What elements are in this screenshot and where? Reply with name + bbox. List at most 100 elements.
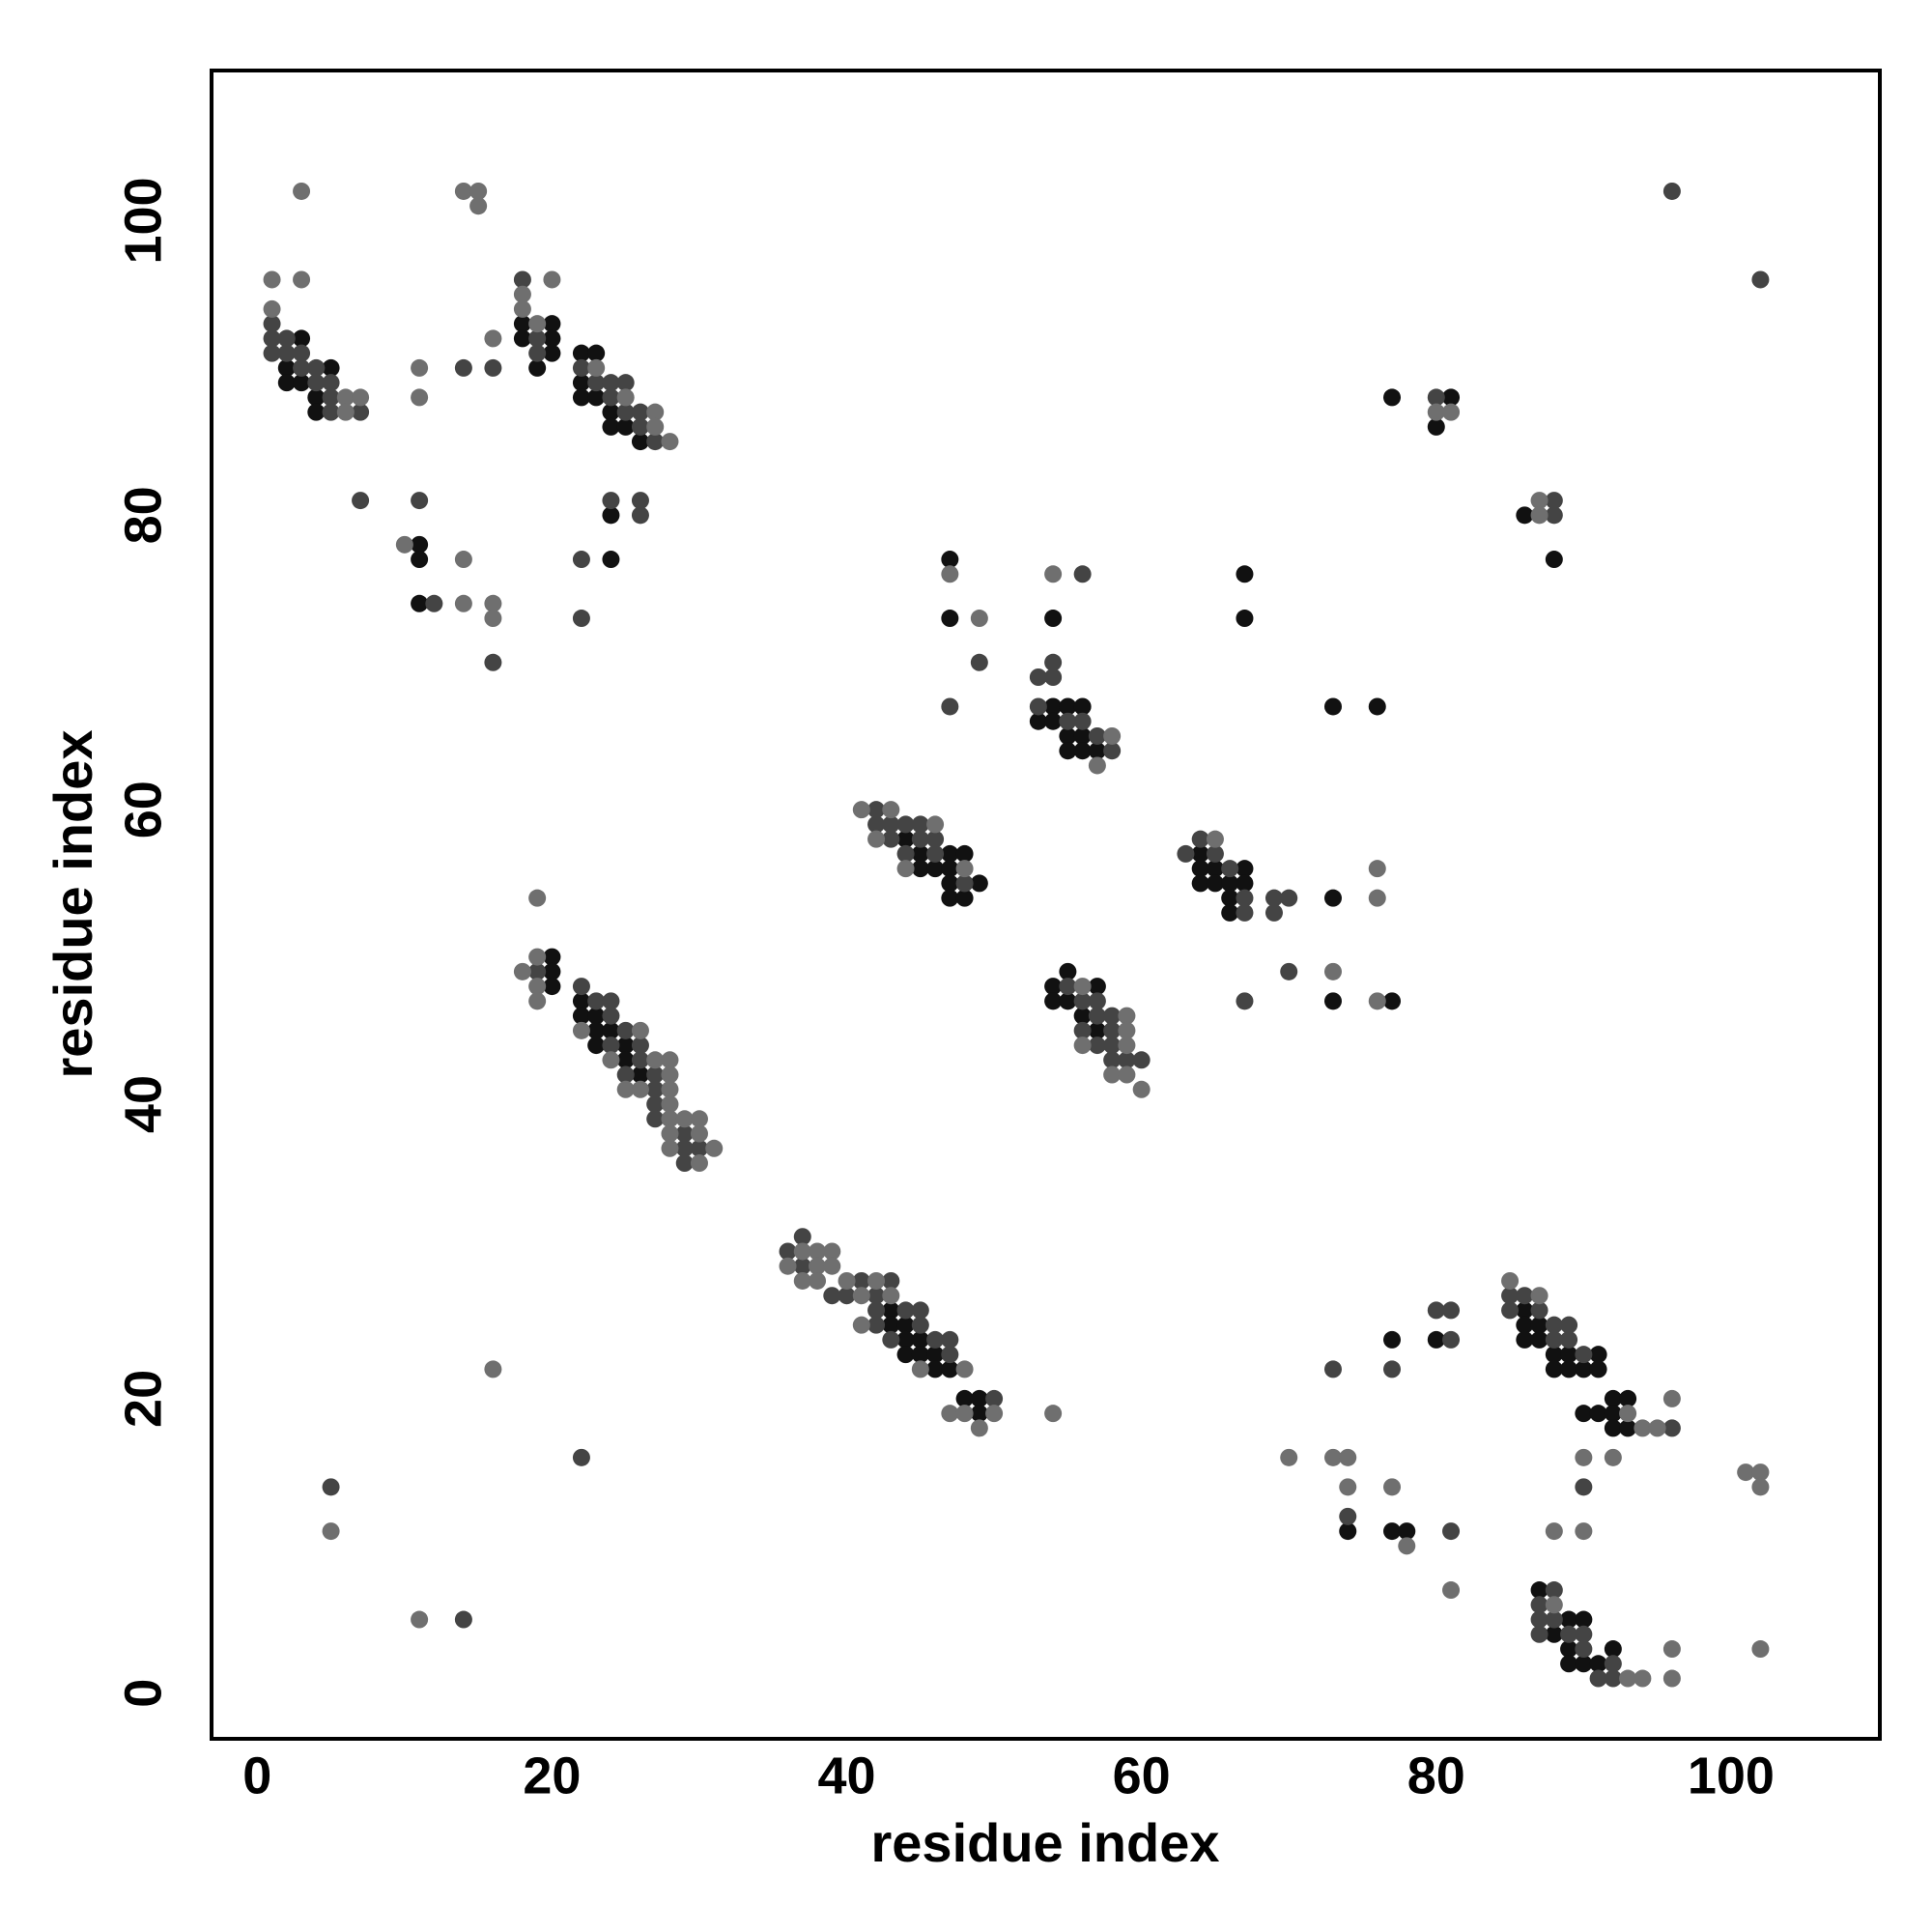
point	[823, 1257, 841, 1275]
y-tick-label: 0	[114, 1679, 172, 1708]
point	[661, 1095, 679, 1114]
point	[1368, 697, 1386, 716]
point	[1118, 1051, 1136, 1069]
point	[425, 594, 443, 612]
point	[970, 1405, 988, 1423]
point	[587, 1007, 606, 1025]
point	[1088, 1037, 1106, 1055]
point	[1280, 962, 1298, 980]
point	[616, 388, 635, 407]
point	[1118, 1021, 1136, 1039]
point	[513, 329, 531, 348]
point	[411, 535, 429, 554]
point	[779, 1242, 797, 1261]
point	[867, 1301, 886, 1320]
point	[1751, 270, 1770, 289]
point	[646, 1051, 665, 1069]
point	[1073, 565, 1092, 583]
point	[1442, 1301, 1461, 1320]
point	[263, 270, 281, 289]
point	[1206, 860, 1224, 878]
point	[911, 815, 929, 834]
point	[587, 344, 606, 362]
point	[1059, 962, 1077, 980]
point	[587, 1037, 606, 1055]
point	[602, 374, 620, 392]
point	[1103, 1037, 1122, 1055]
point	[661, 1110, 679, 1128]
point	[1103, 742, 1122, 760]
point	[1604, 1405, 1622, 1423]
point	[1118, 1007, 1136, 1025]
point	[1088, 756, 1106, 775]
point	[1323, 962, 1342, 980]
y-tick-label: 20	[114, 1370, 172, 1428]
point	[411, 594, 429, 612]
point	[955, 889, 974, 907]
point	[1339, 1507, 1357, 1525]
point	[955, 874, 974, 893]
point	[1236, 889, 1254, 907]
point	[484, 653, 502, 671]
point	[1501, 1287, 1520, 1305]
point	[1103, 1051, 1122, 1069]
point	[1103, 1007, 1122, 1025]
point	[454, 182, 472, 200]
point	[823, 1287, 841, 1305]
point	[528, 992, 547, 1010]
point	[1545, 506, 1563, 525]
point	[1118, 1037, 1136, 1055]
point	[528, 889, 547, 907]
point	[838, 1287, 856, 1305]
point	[469, 197, 488, 215]
point	[941, 874, 959, 893]
point	[1560, 1640, 1578, 1659]
point	[911, 1346, 929, 1364]
point	[911, 1301, 929, 1320]
point	[1560, 1610, 1578, 1629]
point	[1662, 1669, 1681, 1688]
point	[543, 344, 561, 362]
point	[911, 1360, 929, 1378]
point	[1575, 1610, 1593, 1629]
point	[646, 433, 665, 451]
point	[1383, 1478, 1402, 1496]
point	[1383, 992, 1402, 1010]
point	[1575, 1655, 1593, 1673]
point	[1044, 610, 1063, 628]
point	[1206, 874, 1224, 893]
point	[528, 962, 547, 980]
point	[882, 1316, 900, 1334]
point	[322, 403, 340, 421]
point	[1516, 1316, 1534, 1334]
point	[263, 329, 281, 348]
point	[882, 1330, 900, 1349]
point	[1589, 1405, 1607, 1423]
point	[1545, 1360, 1563, 1378]
point	[867, 1316, 886, 1334]
point	[1442, 403, 1461, 421]
point	[307, 403, 326, 421]
point	[1530, 1625, 1548, 1643]
point	[1059, 697, 1077, 716]
point	[454, 594, 472, 612]
point	[602, 417, 620, 436]
point	[1545, 492, 1563, 510]
point	[1575, 1625, 1593, 1643]
point	[572, 374, 590, 392]
point	[941, 860, 959, 878]
point	[1501, 1301, 1520, 1320]
point	[307, 374, 326, 392]
point	[484, 610, 502, 628]
point	[1044, 1405, 1063, 1423]
point	[793, 1228, 811, 1246]
point	[646, 1080, 665, 1098]
point	[1442, 388, 1461, 407]
point	[411, 1610, 429, 1629]
point	[631, 403, 649, 421]
point	[1575, 1640, 1593, 1659]
point	[1545, 1316, 1563, 1334]
point	[867, 1271, 886, 1290]
point	[411, 388, 429, 407]
point	[631, 1080, 649, 1098]
